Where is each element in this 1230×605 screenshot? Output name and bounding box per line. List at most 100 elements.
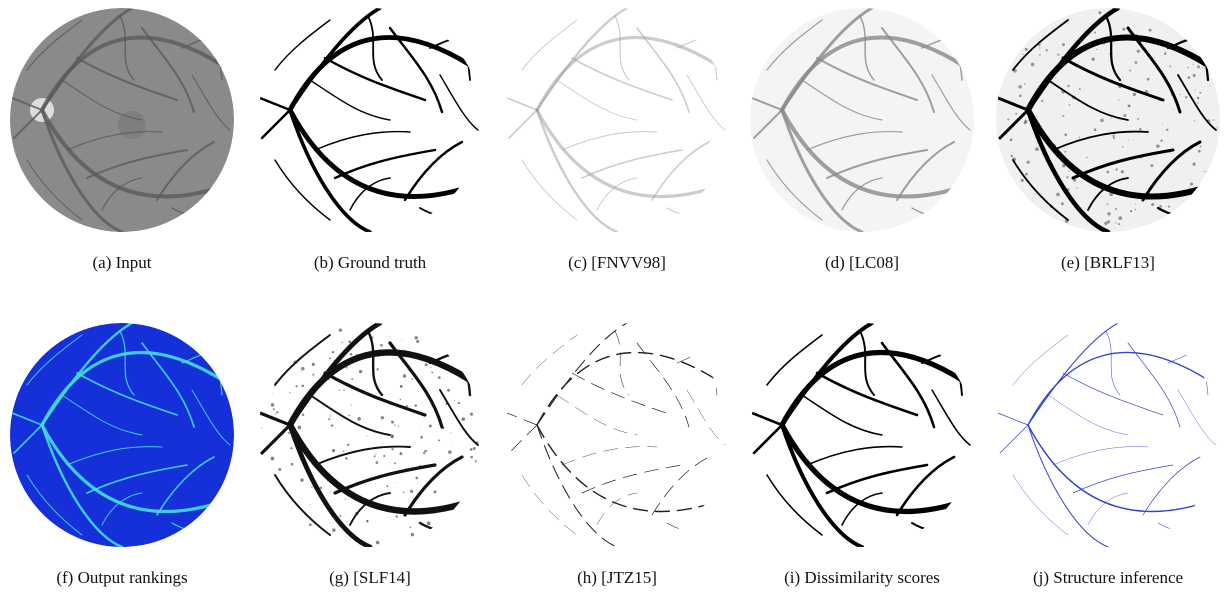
speckle [1064,133,1067,136]
speckle [1062,115,1064,117]
speckle [261,428,262,429]
speckle [447,389,450,392]
speckle [1204,171,1205,172]
speckle [448,450,452,454]
speckle [410,526,412,528]
speckle [1084,31,1085,32]
speckle [1098,11,1101,14]
speckle [309,523,312,526]
speckle [427,522,431,526]
speckle [452,442,453,443]
speckle [1039,54,1041,56]
fundus [750,8,974,232]
speckle [433,490,436,493]
speckle [1057,54,1059,56]
speckle [272,393,273,394]
speckle [1194,120,1195,121]
speckle [1172,178,1173,179]
fundus [10,323,234,547]
speckle [290,447,292,449]
speckle [1159,205,1162,208]
speckle [1035,147,1039,151]
speckle [329,415,330,416]
speckle [461,417,465,421]
speckle [395,515,397,517]
speckle [343,450,345,452]
panel-image [996,323,1220,547]
speckle [271,457,275,461]
speckle [410,490,413,493]
speckle [312,363,315,366]
speckle [411,378,413,380]
speckle [1213,119,1215,121]
speckle [398,426,399,427]
speckle [386,485,388,487]
speckle [278,468,281,471]
speckle [298,426,302,430]
speckle [400,452,401,453]
speckle [1112,135,1114,137]
speckle [1200,146,1202,148]
speckle [470,413,473,416]
speckle [1007,118,1009,120]
speckle [1105,126,1106,127]
speckle [1150,164,1153,167]
speckle [391,421,394,424]
speckle [301,367,304,370]
speckle [1118,216,1122,220]
speckle [366,520,368,522]
speckle [1147,129,1148,130]
speckle [475,460,477,462]
speckle [1069,104,1071,106]
fundus [996,323,1220,547]
speckle [271,403,275,407]
speckle [351,378,353,380]
speckle [1094,128,1097,131]
speckle [357,417,361,421]
speckle [331,424,333,426]
speckle [292,445,293,446]
speckle [347,521,348,522]
speckle [275,414,276,415]
speckle [332,449,335,452]
caption: (c) [FNVV98] [568,253,666,272]
speckle [339,515,341,517]
caption: (f) Output rankings [56,568,187,587]
speckle [1190,182,1193,185]
speckle [424,450,427,453]
speckle [419,429,420,430]
speckle [1067,85,1069,87]
speckle [1160,140,1162,142]
caption: (d) [LC08] [825,253,899,272]
speckle [351,405,352,406]
speckle [1173,109,1174,110]
panel-image [505,8,729,232]
speckle [429,424,432,427]
speckle [1079,88,1081,90]
speckle [1189,187,1190,188]
speckle [1094,32,1096,34]
speckle [375,453,376,454]
speckle [344,340,345,341]
speckle [301,385,304,388]
speckle [400,399,401,400]
speckle [1107,212,1110,215]
speckle [1015,113,1017,115]
speckle [291,463,294,466]
speckle [1113,137,1115,139]
speckle [1011,155,1013,157]
speckle [332,351,334,353]
speckle [420,436,423,439]
figure: (a) Input(b) Ground truth(c) [FNVV98](d)… [0,0,1230,605]
speckle [1076,187,1078,189]
speckle [335,428,336,429]
speckle [1079,137,1080,138]
speckle [1129,70,1131,72]
speckle [302,414,304,416]
speckle [473,447,476,450]
speckle [403,374,407,378]
panel-image [505,323,729,547]
speckle [423,452,425,454]
speckle [1036,115,1037,116]
speckle [312,374,314,376]
